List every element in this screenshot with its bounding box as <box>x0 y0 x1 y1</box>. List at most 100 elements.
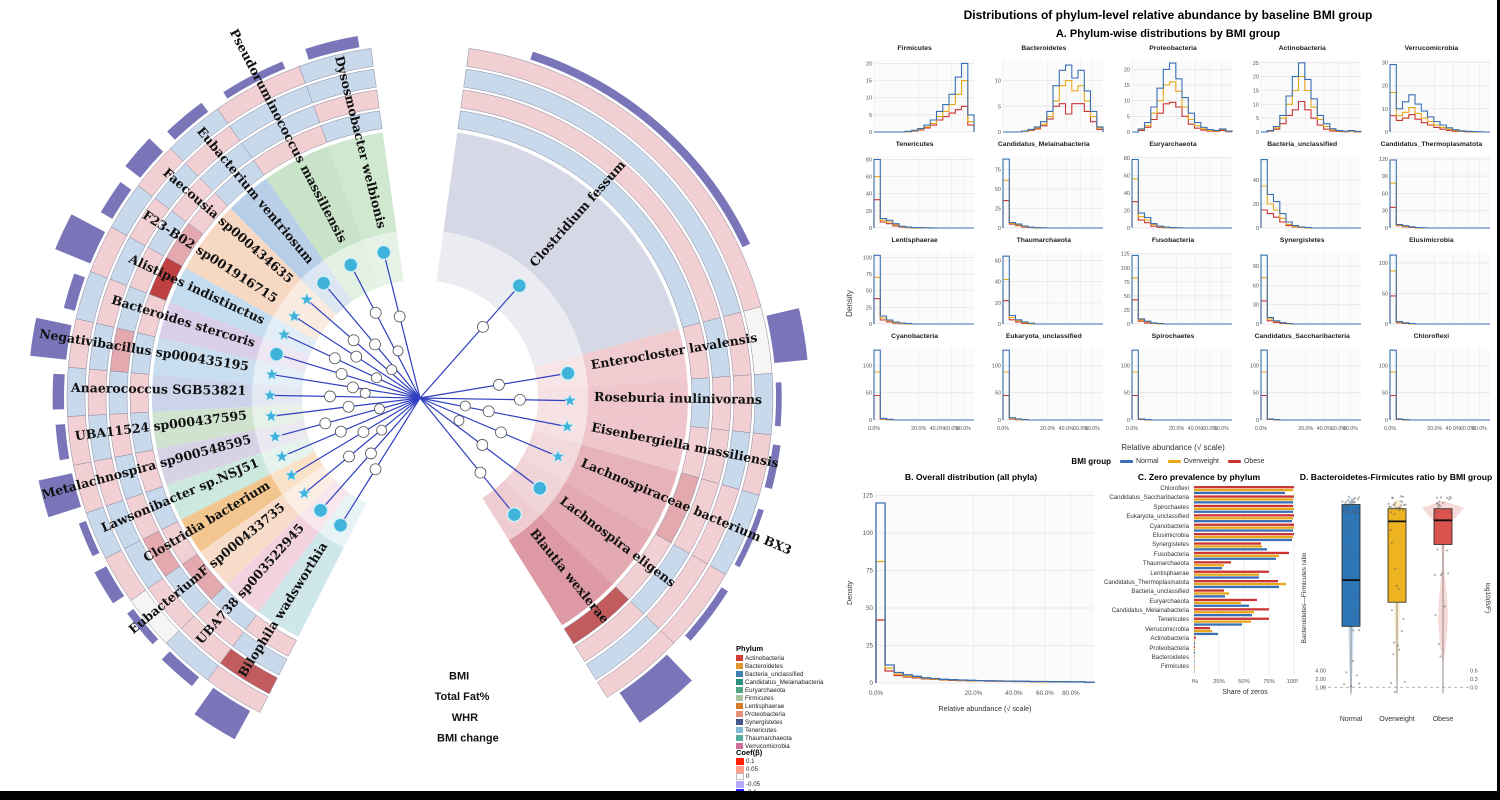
zero-prevalence-bar <box>1194 545 1262 548</box>
taxon-label: Roseburia inulinivorans <box>594 389 762 407</box>
zero-prevalence-bar <box>1194 495 1294 498</box>
coef-color-swatch <box>736 773 744 781</box>
mini-histogram-svg: 0 25 50 75 100 125 <box>1121 252 1232 328</box>
tree-branch <box>419 285 520 399</box>
svg-text:15: 15 <box>865 79 871 85</box>
phylum-legend-label: Thaumarchaeota <box>745 734 792 742</box>
legend-item-obese: Obese <box>1227 458 1265 465</box>
zero-prevalence-bar <box>1194 645 1195 649</box>
svg-text:90: 90 <box>1253 264 1259 270</box>
coef-legend-label: 0.1 <box>746 758 755 766</box>
phylum-color-swatch <box>736 655 743 661</box>
svg-text:0.3: 0.3 <box>1470 677 1478 683</box>
coef-legend-label: 0.05 <box>746 765 759 773</box>
mini-histogram-svg: 0 20 40 60 80 <box>1124 156 1232 232</box>
svg-text:20: 20 <box>1382 84 1388 90</box>
phylum-color-swatch <box>736 671 743 677</box>
phylum-sector <box>565 444 678 532</box>
outer-bar <box>305 36 360 60</box>
svg-text:50: 50 <box>995 391 1001 397</box>
phylum-legend-item: Thaumarchaeota <box>736 734 836 742</box>
svg-text:0: 0 <box>1385 322 1388 328</box>
svg-text:50: 50 <box>866 605 873 612</box>
phylum-sector <box>152 374 253 412</box>
tree-branch <box>306 299 421 399</box>
phylum-sector <box>185 236 286 317</box>
internal-node <box>334 425 347 438</box>
phylum-category-label: Eukaryota_unclassified <box>1126 513 1189 521</box>
phylum-sector-inner <box>255 420 309 453</box>
phylum-legend: Phylum Actinobacteria Bacteroidetes Bacter… <box>736 644 836 750</box>
svg-text:100: 100 <box>992 363 1001 369</box>
phylum-sector <box>152 406 256 450</box>
phylum-legend-item: Tenericutes <box>736 726 836 734</box>
internal-node <box>392 345 404 357</box>
svg-text:40.0%: 40.0% <box>929 426 944 432</box>
panelB-title: B. Overall distribution (all phyla) <box>904 472 1038 482</box>
bottom-panels-row: B. Overall distribution (all phyla) 0.0%… <box>842 469 1494 740</box>
tip-node-circle <box>268 346 285 362</box>
ring-label: WHR <box>452 712 478 724</box>
zero-prevalence-bar <box>1194 538 1292 542</box>
mini-histogram: Eukaryota_unclassified 0 50 100 0.0% 20.0% 40.… <box>981 332 1106 442</box>
svg-text:20.0%: 20.0% <box>1298 426 1313 432</box>
zero-prevalence-bar <box>1194 507 1294 510</box>
mini-histogram-title: Euryarchaeota <box>1149 141 1197 148</box>
tree-branch <box>419 397 559 458</box>
panelC-category-labels: Chloroflexi Candidatus_Saccharibacteria Sp… <box>1100 483 1192 689</box>
zero-prevalence-bar <box>1194 629 1212 633</box>
mini-histogram-svg: 0 20 40 <box>1253 156 1362 232</box>
internal-node <box>476 439 489 451</box>
panelA-grid-wrap: Density Firmicutes 0 5 10 15 20 Bacteroidetes 0… <box>842 44 1494 452</box>
tree-branch <box>291 397 421 476</box>
box-plot-box <box>1341 504 1361 627</box>
right-black-bar <box>1497 0 1500 800</box>
svg-text:40.0%: 40.0% <box>1058 426 1073 432</box>
heatmap-ring-cell <box>298 48 374 84</box>
phylum-legend-label: Actinobacteria <box>745 654 785 662</box>
panelA-xlabel: Relative abundance (√ scale) <box>1121 443 1225 452</box>
svg-text:0.0%: 0.0% <box>1384 426 1396 432</box>
tip-node-star <box>283 467 300 482</box>
mini-histogram-svg: 0 25 50 75 <box>995 156 1103 232</box>
svg-text:4.00: 4.00 <box>1315 668 1326 674</box>
mini-histogram-title: Cyanobacteria <box>891 333 939 340</box>
coef-legend-item: 0.05 <box>736 765 762 774</box>
svg-text:20: 20 <box>865 209 871 215</box>
mini-histogram-svg: 0 10 20 30 <box>1382 60 1491 136</box>
phylum-legend-label: Verrucomicrobia <box>745 742 790 750</box>
zero-prevalence-bar <box>1194 592 1229 595</box>
svg-text:20.0%: 20.0% <box>1040 426 1055 432</box>
zero-prevalence-bar <box>1194 604 1249 607</box>
zero-prevalence-bar <box>1194 533 1294 536</box>
svg-text:30: 30 <box>1382 60 1388 66</box>
svg-text:0: 0 <box>1256 322 1259 328</box>
outer-bar <box>30 317 72 360</box>
coef-legend-item: -0.05 <box>736 781 762 789</box>
svg-text:40.0%: 40.0% <box>1446 426 1461 432</box>
zero-prevalence-bar <box>1194 501 1293 504</box>
svg-text:20: 20 <box>995 301 1001 307</box>
phylum-legend-title: Phylum <box>736 644 764 653</box>
phylum-sector <box>206 208 302 297</box>
svg-text:80.0%: 80.0% <box>1472 426 1487 432</box>
zero-prevalence-bar <box>1194 617 1269 620</box>
phylum-color-swatch <box>736 695 743 701</box>
internal-node <box>495 426 507 439</box>
outer-bar <box>167 102 209 140</box>
svg-text:5: 5 <box>1256 116 1259 122</box>
zero-prevalence-bar <box>1194 557 1276 560</box>
circular-phylogram-panel: Clostridium fessum Enterocloster lavalens… <box>30 26 836 796</box>
svg-text:0: 0 <box>1127 130 1130 136</box>
tip-node-circle <box>532 480 548 497</box>
svg-text:50: 50 <box>1382 291 1388 297</box>
phylum-category-label: Candidatus_Saccharibacteria <box>1109 494 1189 502</box>
zero-prevalence-bar <box>1194 498 1293 501</box>
phylum-sector <box>582 328 688 387</box>
ring-label: BMI change <box>437 733 499 745</box>
phylum-sector <box>227 514 319 612</box>
phylum-color-swatch <box>736 703 743 709</box>
mini-histogram-svg: 0 50 100 0.0% 20.0% 40.0% 60.0%80.0% <box>1379 348 1491 432</box>
zero-prevalence-bar <box>1194 658 1195 661</box>
svg-text:0: 0 <box>1385 130 1388 136</box>
